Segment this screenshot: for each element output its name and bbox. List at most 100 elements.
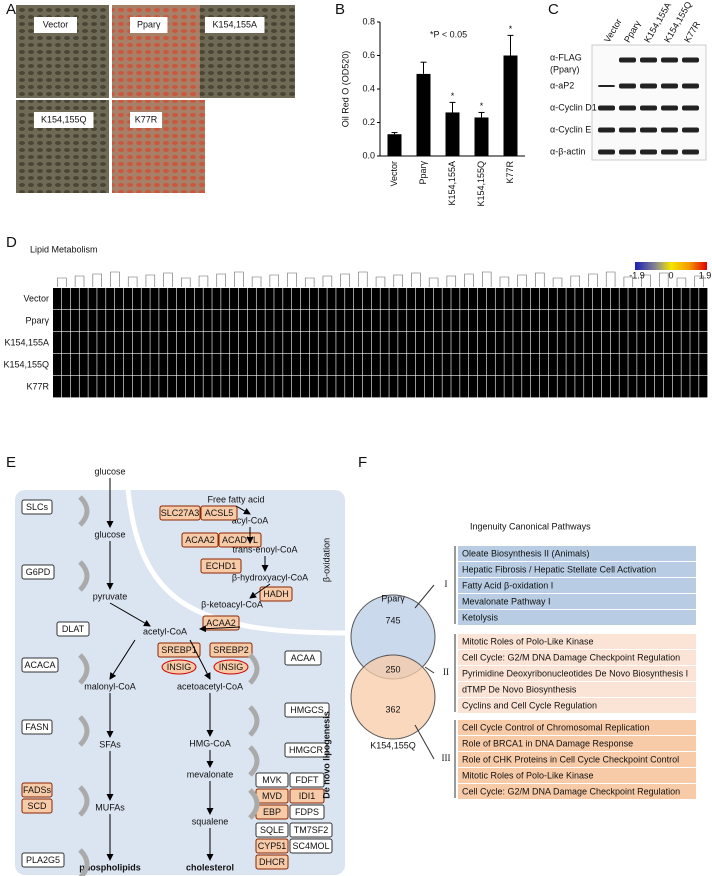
enzyme-box (255, 822, 289, 838)
enzyme-box (157, 642, 201, 658)
heatmap-cell (336, 310, 345, 332)
image-label-box (205, 17, 265, 33)
heatmap-cell (433, 310, 442, 332)
dendrogram (251, 276, 262, 287)
enzyme: MVK (262, 775, 282, 785)
enzyme: ACAA2 (185, 535, 215, 545)
heatmap-cell (300, 332, 310, 354)
heatmap-cell (70, 332, 79, 354)
color-scale (635, 262, 707, 270)
enzyme-arrow (248, 653, 260, 685)
pathway: Hepatic Fibrosis / Hepatic Stellate Cell… (462, 564, 656, 574)
heatmap-cell (663, 310, 672, 332)
heatmap-cell (681, 288, 690, 310)
bar (474, 117, 489, 156)
metabolite: pyruvate (93, 591, 128, 601)
heatmap-cell (194, 288, 203, 310)
enzyme-arrow (78, 495, 90, 527)
heatmap-cell (610, 332, 619, 354)
lane-label: Vector (602, 17, 623, 44)
heatmap-cell (176, 332, 186, 354)
enzyme: ACACA (24, 660, 55, 670)
heatmap-cell (106, 354, 115, 376)
heatmap-cell (238, 310, 248, 332)
enzyme: SC4MOL (292, 841, 329, 851)
heatmap-cell (592, 376, 602, 398)
pathway-row (458, 752, 696, 767)
heatmap-cell (318, 376, 327, 398)
heatmap-cell (495, 354, 504, 376)
heatmap-cell (230, 288, 239, 310)
heatmap-cell (336, 354, 345, 376)
heatmap-cell (176, 376, 186, 398)
enzyme: DHCR (259, 857, 285, 867)
enzyme: FASN (25, 722, 49, 732)
heatmap-cell (504, 310, 513, 332)
venn-count: 745 (385, 615, 400, 625)
significance-mark: * (480, 101, 484, 111)
heatmap-cell (575, 332, 584, 354)
enzyme: SLCs (26, 502, 49, 512)
heatmap-cell (79, 310, 88, 332)
enzyme-box (21, 852, 65, 868)
band (619, 127, 636, 133)
heatmap-cell (495, 376, 504, 398)
dendrogram (694, 275, 704, 287)
heatmap-cell (291, 332, 301, 354)
heatmap-cell (415, 354, 425, 376)
heatmap-cell (185, 288, 195, 310)
heatmap-cell (398, 310, 407, 332)
enzyme-box (284, 702, 330, 718)
heatmap-cell (442, 288, 451, 310)
heatmap-cell (513, 288, 522, 310)
heatmap-cell (203, 310, 212, 332)
heatmap-cell (114, 354, 124, 376)
heatmap-cell (256, 354, 265, 376)
heatmap-cell (61, 288, 71, 310)
dendrogram (57, 277, 67, 287)
heatmap-cell (398, 376, 407, 398)
heatmap-cell (548, 376, 557, 398)
scale-tick-label: 1.9 (699, 270, 712, 280)
enzyme-box (21, 798, 53, 814)
heatmap-cell (592, 354, 602, 376)
heatmap-cell (646, 288, 655, 310)
band (661, 57, 678, 63)
heatmap-cell (371, 354, 380, 376)
heatmap-cell (274, 354, 283, 376)
heatmap-cell (61, 354, 71, 376)
metabolite: squalene (192, 816, 229, 826)
heatmap-cell (592, 288, 602, 310)
heatmap-cell (123, 310, 133, 332)
heatmap-cell (610, 376, 619, 398)
heatmap-cell (539, 310, 549, 332)
metabolite: MUFAs (95, 802, 125, 812)
pathway-row (458, 720, 696, 735)
heatmap-cell (300, 288, 310, 310)
heatmap-cell (592, 332, 602, 354)
image-label: K154,155A (212, 19, 257, 29)
significance-mark: * (509, 24, 513, 34)
heatmap-cell (168, 332, 177, 354)
heatmap-cell (238, 288, 248, 310)
heatmap-cell (522, 332, 531, 354)
heatmap-cell (150, 376, 159, 398)
heatmap-cell (601, 376, 611, 398)
heatmap-cell (114, 310, 124, 332)
heatmap-cell (353, 354, 363, 376)
heatmap-cell (601, 332, 611, 354)
metabolite: acyl-CoA (232, 515, 269, 525)
dendrogram (552, 277, 563, 287)
dendrogram (234, 271, 244, 287)
lane-label: Pparγ (622, 18, 643, 44)
band (640, 127, 657, 133)
heatmap-cell (681, 376, 690, 398)
heatmap-cell (88, 310, 97, 332)
image-label: K154,155Q (41, 114, 87, 124)
heatmap-cell (132, 376, 141, 398)
dendrogram (464, 273, 474, 287)
heatmap-cell (584, 376, 593, 398)
heatmap-cell (654, 310, 664, 332)
heatmap-cell (592, 310, 602, 332)
metabolite: glucose (94, 529, 125, 539)
